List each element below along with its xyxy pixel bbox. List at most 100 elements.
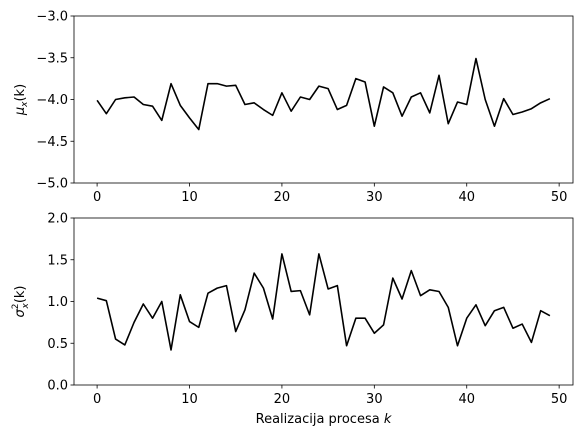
data-point [179, 294, 181, 296]
data-point [457, 345, 459, 347]
data-point [521, 111, 523, 113]
data-point [198, 327, 200, 329]
y-tick-label: 1.5 [47, 253, 68, 268]
data-point [290, 291, 292, 293]
data-point [392, 92, 394, 94]
data-point [263, 287, 265, 289]
data-point [300, 96, 302, 98]
data-point [521, 323, 523, 325]
data-point [410, 96, 412, 98]
data-point [327, 288, 329, 290]
y-axis-label: σ2x(k) [11, 286, 31, 318]
data-point [106, 113, 108, 115]
data-point [447, 307, 449, 309]
data-line [96, 57, 551, 131]
data-point [272, 115, 274, 117]
x-tick-label: 40 [458, 190, 475, 205]
x-tick-label: 40 [458, 392, 475, 407]
data-point [531, 342, 533, 344]
mean-subplot: 0 10 20 30 40 50 −5.0 −4.5 −4.0 −3.5 −3.0 μx(k) [13, 10, 574, 205]
y-tick-label: 0.0 [47, 379, 68, 394]
x-tick-label: 0 [93, 392, 101, 407]
data-point [170, 349, 172, 351]
x-tick-label: 0 [93, 190, 101, 205]
data-point [189, 321, 191, 323]
data-point [457, 101, 459, 103]
data-point [364, 81, 366, 83]
data-point [420, 92, 422, 94]
data-point [253, 102, 255, 104]
data-point [96, 297, 98, 299]
variance-subplot: 0 10 20 30 40 50 0.0 0.5 1.0 1.5 2.0 σ2x(k) Realizac… [11, 212, 574, 427]
data-point [494, 310, 496, 312]
data-point [327, 88, 329, 90]
data-point [438, 291, 440, 293]
data-point [161, 120, 163, 122]
data-point [374, 332, 376, 334]
data-point [484, 99, 486, 101]
data-point [198, 129, 200, 131]
data-point [494, 125, 496, 127]
data-point [383, 86, 385, 88]
data-point [531, 108, 533, 110]
data-point [263, 109, 265, 111]
data-line [96, 253, 551, 351]
data-point [281, 92, 283, 94]
data-point [124, 97, 126, 99]
x-tick-label: 50 [551, 392, 568, 407]
data-point [235, 331, 237, 333]
data-point [115, 338, 117, 340]
data-point [189, 117, 191, 119]
data-point [226, 285, 228, 287]
data-point [143, 104, 145, 106]
x-tick-label: 20 [274, 190, 291, 205]
data-point [503, 98, 505, 100]
data-point [253, 272, 255, 274]
x-tick-label: 10 [181, 392, 198, 407]
data-point [226, 85, 228, 87]
data-point [300, 290, 302, 292]
data-point [337, 285, 339, 287]
data-point [503, 307, 505, 309]
data-point [170, 83, 172, 85]
data-point [374, 125, 376, 127]
y-axis-label: μx(k) [13, 84, 30, 116]
data-point [346, 105, 348, 107]
data-point [392, 277, 394, 279]
x-tick-label: 10 [181, 190, 198, 205]
data-point [355, 78, 357, 80]
data-point [410, 270, 412, 272]
data-point [216, 83, 218, 85]
data-point [281, 253, 283, 255]
y-tick-label: 0.5 [47, 337, 68, 352]
x-tick-label: 20 [274, 392, 291, 407]
data-point [143, 303, 145, 305]
data-point [383, 324, 385, 326]
data-point [152, 317, 154, 319]
data-point [475, 58, 477, 60]
x-axis-label: Realizacija procesa k [256, 412, 392, 427]
data-point [115, 99, 117, 101]
data-point [133, 96, 135, 98]
x-tick-label: 30 [366, 392, 383, 407]
data-point [318, 85, 320, 87]
data-point [337, 109, 339, 111]
data-point [124, 344, 126, 346]
data-point [540, 310, 542, 312]
data-point [318, 253, 320, 255]
data-point [133, 322, 135, 324]
data-point [401, 115, 403, 117]
data-point [346, 345, 348, 347]
data-point [244, 309, 246, 311]
y-tick-label: −4.0 [36, 93, 68, 108]
data-point [309, 314, 311, 316]
y-tick-label: −4.5 [36, 135, 68, 150]
data-point [161, 301, 163, 303]
x-tick-label: 50 [551, 190, 568, 205]
data-point [447, 123, 449, 125]
data-point [420, 295, 422, 297]
data-point [429, 289, 431, 291]
data-point [96, 100, 98, 102]
data-point [272, 318, 274, 320]
